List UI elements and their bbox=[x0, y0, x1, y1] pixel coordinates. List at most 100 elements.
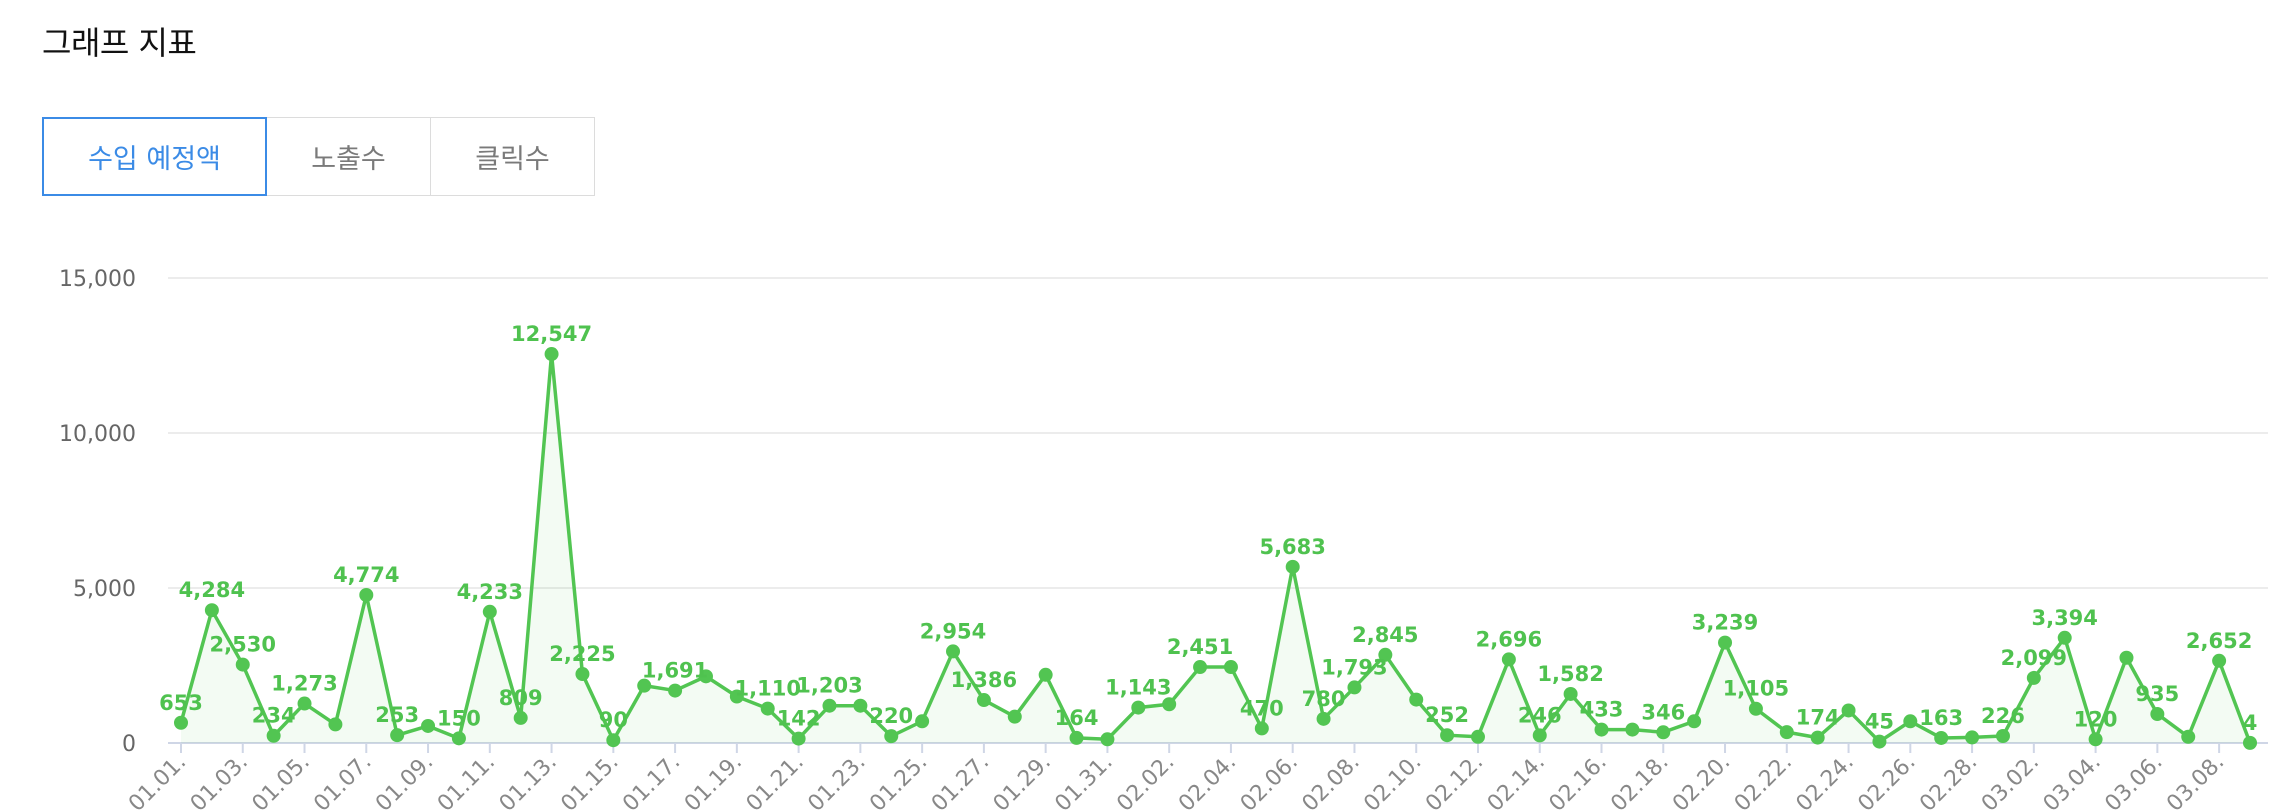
data-point bbox=[1965, 730, 1980, 745]
data-point bbox=[1038, 667, 1053, 682]
x-tick-label: 02.26. bbox=[1853, 750, 1920, 810]
data-point bbox=[390, 728, 405, 743]
data-label: 253 bbox=[375, 703, 419, 727]
data-label: 1,273 bbox=[271, 672, 337, 696]
section-title: 그래프 지표 bbox=[42, 24, 197, 62]
data-point bbox=[451, 731, 466, 746]
data-label: 433 bbox=[1580, 698, 1624, 722]
x-tick-label: 01.13. bbox=[495, 750, 562, 810]
data-point bbox=[637, 678, 652, 693]
data-label: 120 bbox=[2074, 707, 2118, 731]
data-point bbox=[1193, 660, 1208, 675]
data-label: 1,691 bbox=[642, 659, 708, 683]
data-point bbox=[2088, 732, 2103, 747]
data-point bbox=[1254, 721, 1269, 736]
data-point bbox=[2057, 630, 2072, 645]
data-label: 163 bbox=[1919, 706, 1963, 730]
data-point bbox=[946, 644, 961, 659]
x-tick-label: 01.19. bbox=[680, 750, 747, 810]
x-tick-label: 02.22. bbox=[1730, 750, 1797, 810]
data-point bbox=[204, 603, 219, 618]
x-tick-label: 01.11. bbox=[433, 750, 500, 810]
data-label: 2,696 bbox=[1476, 627, 1542, 651]
data-point bbox=[822, 698, 837, 713]
data-point bbox=[2212, 653, 2227, 668]
data-point bbox=[915, 714, 930, 729]
data-label: 653 bbox=[159, 691, 203, 715]
data-label: 935 bbox=[2135, 682, 2179, 706]
data-label: 2,451 bbox=[1167, 635, 1233, 659]
x-tick-label: 02.20. bbox=[1668, 750, 1735, 810]
x-tick-label: 01.03. bbox=[186, 750, 253, 810]
x-tick-label: 02.04. bbox=[1174, 750, 1241, 810]
x-tick-label: 01.21. bbox=[742, 750, 809, 810]
data-label: 1,793 bbox=[1321, 655, 1387, 679]
data-point bbox=[1748, 701, 1763, 716]
metric-tabs: 수입 예정액 노출수 클릭수 bbox=[42, 117, 595, 196]
data-label: 90 bbox=[599, 708, 628, 732]
data-label: 2,099 bbox=[2001, 646, 2067, 670]
data-label: 4 bbox=[2243, 711, 2258, 735]
x-tick-label: 02.02. bbox=[1112, 750, 1179, 810]
data-point bbox=[1594, 722, 1609, 737]
data-point bbox=[853, 698, 868, 713]
data-label: 252 bbox=[1425, 703, 1469, 727]
x-tick-label: 03.02. bbox=[1977, 750, 2044, 810]
data-label: 12,547 bbox=[511, 322, 592, 346]
data-label: 234 bbox=[252, 704, 296, 728]
data-point bbox=[698, 669, 713, 684]
x-tick-label: 02.18. bbox=[1606, 750, 1673, 810]
data-point bbox=[668, 683, 683, 698]
data-point bbox=[1162, 697, 1177, 712]
y-tick-label: 0 bbox=[122, 732, 136, 757]
data-point bbox=[1563, 686, 1578, 701]
data-point bbox=[791, 731, 806, 746]
data-label: 2,845 bbox=[1352, 623, 1418, 647]
data-label: 5,683 bbox=[1259, 535, 1325, 559]
data-point bbox=[1131, 700, 1146, 715]
data-point bbox=[1903, 714, 1918, 729]
data-point bbox=[1470, 729, 1485, 744]
x-tick-label: 02.08. bbox=[1298, 750, 1365, 810]
data-point bbox=[1347, 680, 1362, 695]
data-label: 1,386 bbox=[951, 668, 1017, 692]
data-label: 780 bbox=[1302, 687, 1346, 711]
x-tick-label: 03.04. bbox=[2039, 750, 2106, 810]
data-point bbox=[513, 710, 528, 725]
tab-impressions[interactable]: 노출수 bbox=[267, 117, 431, 196]
data-point bbox=[2181, 729, 2196, 744]
x-tick-label: 02.28. bbox=[1915, 750, 1982, 810]
x-tick-label: 02.06. bbox=[1236, 750, 1303, 810]
data-point bbox=[1718, 635, 1733, 650]
data-point bbox=[729, 689, 744, 704]
data-point bbox=[174, 715, 188, 730]
series-area bbox=[181, 354, 2250, 743]
data-point bbox=[1532, 728, 1547, 743]
data-label: 45 bbox=[1865, 710, 1894, 734]
x-tick-label: 02.10. bbox=[1359, 750, 1426, 810]
data-point bbox=[1409, 692, 1424, 707]
x-tick-label: 02.12. bbox=[1421, 750, 1488, 810]
data-label: 4,774 bbox=[333, 563, 399, 587]
data-label: 220 bbox=[869, 704, 913, 728]
data-point bbox=[1378, 647, 1393, 662]
tab-clicks[interactable]: 클릭수 bbox=[431, 117, 595, 196]
data-point bbox=[1995, 728, 2010, 743]
x-tick-label: 01.23. bbox=[803, 750, 870, 810]
data-label: 1,105 bbox=[1723, 677, 1789, 701]
data-label: 164 bbox=[1055, 706, 1099, 730]
x-tick-label: 01.15. bbox=[556, 750, 623, 810]
data-point bbox=[2026, 670, 2041, 685]
x-tick-label: 01.29. bbox=[989, 750, 1056, 810]
data-point bbox=[1285, 559, 1300, 574]
data-label: 4,284 bbox=[179, 578, 245, 602]
data-point bbox=[1316, 711, 1331, 726]
x-tick-label: 03.08. bbox=[2162, 750, 2229, 810]
data-label: 470 bbox=[1240, 696, 1284, 720]
data-point bbox=[1007, 709, 1022, 724]
data-label: 174 bbox=[1796, 706, 1840, 730]
tab-expected-revenue[interactable]: 수입 예정액 bbox=[42, 117, 267, 196]
data-point bbox=[760, 701, 775, 716]
y-tick-label: 5,000 bbox=[73, 577, 136, 602]
